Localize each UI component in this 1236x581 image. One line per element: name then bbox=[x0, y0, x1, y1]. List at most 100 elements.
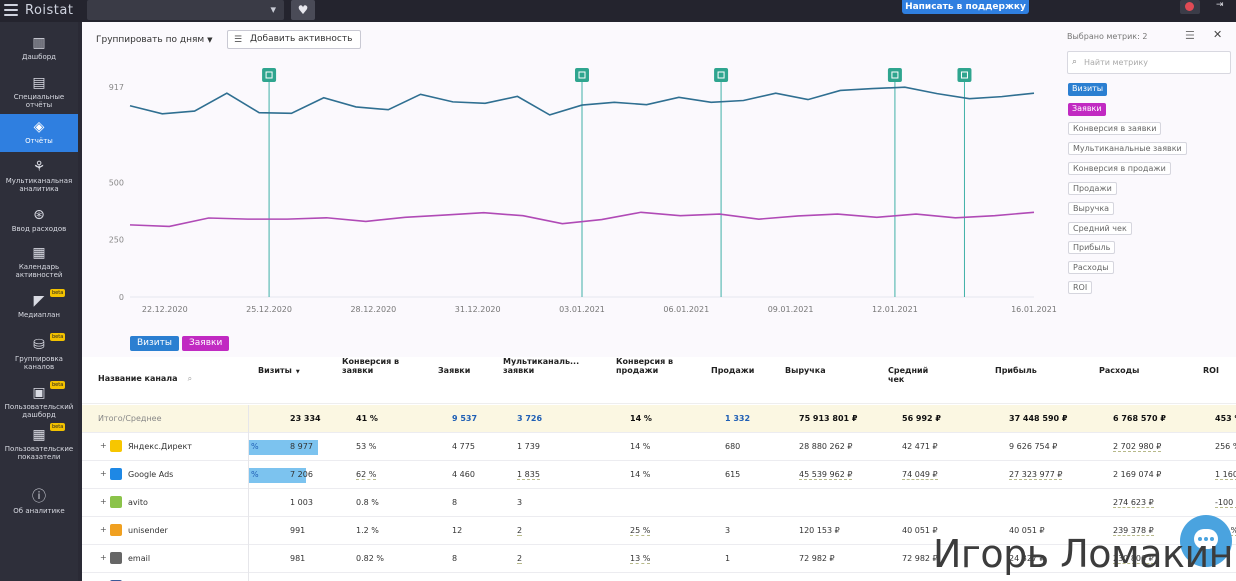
top-bar: Roistat ▾ ♥ Написать в поддержку ⇥ bbox=[0, 0, 1236, 22]
metric-chip[interactable]: Мультиканальные заявки bbox=[1068, 142, 1187, 155]
sidebar-item-1[interactable]: ▥ Дашборд bbox=[0, 30, 78, 66]
sidebar-item-4[interactable]: ⚘ Мультиканальная аналитика bbox=[0, 154, 78, 200]
column-header-label: Продажи bbox=[711, 366, 755, 375]
column-header-10[interactable]: Расходы bbox=[1099, 366, 1161, 375]
table-cell: 62 % bbox=[356, 470, 377, 480]
column-header-8[interactable]: Средний чек bbox=[888, 366, 932, 384]
activity-marker-icon[interactable] bbox=[957, 68, 972, 82]
table-cell: 13 % bbox=[630, 554, 651, 564]
column-header-9[interactable]: Прибыль bbox=[995, 366, 1065, 375]
metrics-search-input[interactable]: ⌕ Найти метрику bbox=[1067, 51, 1231, 74]
table-cell: 1.2 % bbox=[356, 526, 379, 535]
sidebar-item-8[interactable]: ⛁ Группировка каналов beta bbox=[0, 332, 78, 378]
favorite-button[interactable]: ♥ bbox=[291, 0, 315, 20]
metric-chip[interactable]: ROI bbox=[1068, 281, 1093, 294]
close-icon[interactable]: ✕ bbox=[1213, 28, 1223, 41]
table-cell: 27 323 977 ₽ bbox=[1009, 470, 1063, 480]
column-header-label: Заявки bbox=[438, 366, 471, 375]
list-view-icon[interactable]: ☰ bbox=[1185, 29, 1195, 42]
table-cell: 1 835 bbox=[517, 470, 540, 480]
support-button[interactable]: Написать в поддержку bbox=[902, 0, 1029, 14]
sidebar-item-7[interactable]: ◤ Медиаплан beta bbox=[0, 288, 78, 328]
sidebar-item-6[interactable]: ▦ Календарь активностей bbox=[0, 240, 78, 286]
metric-chip[interactable]: Выручка bbox=[1068, 202, 1115, 215]
table-cell: 14 % bbox=[630, 470, 651, 479]
series-toggle-leads[interactable]: Заявки bbox=[182, 336, 230, 351]
table-cell: 53 % bbox=[356, 442, 377, 451]
info-icon: ⓘ bbox=[32, 489, 46, 505]
y-tick-label: 250 bbox=[109, 236, 124, 245]
table-cell: 14 % bbox=[630, 442, 651, 451]
table-row[interactable]: + Яндекс.Директ% 8 977 53 % 4 775 1 739 14 % 68… bbox=[82, 433, 1236, 461]
project-select[interactable]: ▾ bbox=[87, 0, 284, 20]
x-tick-label: 28.12.2020 bbox=[350, 305, 396, 314]
sidebar-item-label: Мультиканальная аналитика bbox=[5, 177, 73, 193]
sidebar-item-label: Группировка каналов bbox=[15, 355, 63, 371]
series-toggle-visits[interactable]: Визиты bbox=[130, 336, 180, 351]
expand-icon[interactable]: + bbox=[100, 441, 107, 450]
column-header-4[interactable]: Мультиканаль... заявки bbox=[503, 357, 583, 375]
channel-name[interactable]: unisender bbox=[128, 526, 168, 535]
activity-marker-icon[interactable] bbox=[887, 68, 902, 82]
group-by-dropdown[interactable]: Группировать по дням ▼ bbox=[96, 35, 213, 45]
x-tick-label: 06.01.2021 bbox=[663, 305, 709, 314]
table-cell: 42 471 ₽ bbox=[902, 442, 938, 451]
table-cell: 453 % bbox=[1215, 414, 1236, 423]
column-header-7[interactable]: Выручка bbox=[785, 366, 855, 375]
channel-name: Итого/Среднее bbox=[98, 414, 162, 423]
expand-icon[interactable]: + bbox=[100, 497, 107, 506]
expand-icon[interactable]: + bbox=[100, 469, 107, 478]
table-cell: 28 880 262 ₽ bbox=[799, 442, 853, 451]
activity-marker-icon[interactable] bbox=[262, 68, 277, 82]
expand-icon[interactable]: + bbox=[100, 553, 107, 562]
channel-name-header[interactable]: Название канала ⌕ bbox=[98, 374, 192, 384]
menu-icon[interactable] bbox=[4, 4, 18, 16]
channel-name-header-label: Название канала bbox=[98, 374, 178, 383]
sort-desc-icon[interactable]: ▼ bbox=[295, 369, 300, 375]
total-row[interactable]: Итого/Среднее 23 334 41 % 9 537 3 726 14 % 1 3… bbox=[82, 405, 1236, 433]
column-header-5[interactable]: Конверсия в продажи bbox=[616, 357, 678, 375]
table-cell: 9 626 754 ₽ bbox=[1009, 442, 1058, 451]
expand-icon[interactable]: + bbox=[100, 525, 107, 534]
sidebar-item-11[interactable]: ⓘ Об аналитике bbox=[0, 484, 78, 518]
metric-chip[interactable]: Продажи bbox=[1068, 182, 1117, 195]
sidebar-item-10[interactable]: ▦ Пользовательские показатели beta bbox=[0, 422, 78, 468]
sidebar-item-2[interactable]: ▤ Специальные отчёты bbox=[0, 70, 78, 112]
table-cell: 1 160 % bbox=[1215, 470, 1236, 480]
column-header-1[interactable]: Визиты ▼ bbox=[258, 366, 318, 377]
metric-chip[interactable]: Расходы bbox=[1068, 261, 1114, 274]
search-icon[interactable]: ⌕ bbox=[187, 374, 193, 383]
metric-chip[interactable]: Средний чек bbox=[1068, 222, 1132, 235]
series-line-visits bbox=[129, 86, 1035, 116]
metric-chip[interactable]: Конверсия в продажи bbox=[1068, 162, 1171, 175]
column-header-2[interactable]: Конверсия в заявки bbox=[342, 357, 404, 375]
sidebar-item-9[interactable]: ▣ Пользовательский дашборд beta bbox=[0, 380, 78, 420]
activity-marker-icon[interactable] bbox=[575, 68, 589, 82]
column-header-6[interactable]: Продажи bbox=[711, 366, 757, 375]
channel-name[interactable]: Яндекс.Директ bbox=[128, 442, 192, 451]
column-header-3[interactable]: Заявки bbox=[438, 366, 488, 375]
metric-chip[interactable]: Заявки bbox=[1068, 103, 1106, 116]
channel-name[interactable]: email bbox=[128, 554, 151, 563]
table-row[interactable]: + Google Ads% 7 206 62 % 4 460 1 835 14 % 615 45… bbox=[82, 461, 1236, 489]
sidebar-item-5[interactable]: ⊛ Ввод расходов bbox=[0, 202, 78, 238]
chat-widget-button[interactable] bbox=[1180, 515, 1232, 567]
sidebar-item-label: Ввод расходов bbox=[11, 225, 67, 233]
table-row[interactable]: + avito 1 003 0.8 % 8 3 274 623 ₽ -100 % bbox=[82, 489, 1236, 517]
channel-name[interactable]: avito bbox=[128, 498, 148, 507]
channel-name[interactable]: Google Ads bbox=[128, 470, 174, 479]
metric-chip[interactable]: Визиты bbox=[1068, 83, 1108, 96]
column-header-11[interactable]: ROI bbox=[1203, 366, 1233, 375]
notifications-button[interactable] bbox=[1180, 0, 1200, 14]
activity-marker-glyph bbox=[717, 71, 725, 79]
main-panel: Группировать по дням ▼ ☰ Добавить активно… bbox=[82, 22, 1236, 581]
sidebar-item-3[interactable]: ◈ Отчёты bbox=[0, 114, 78, 152]
logout-icon[interactable]: ⇥ bbox=[1216, 0, 1224, 10]
metric-chip[interactable]: Прибыль bbox=[1068, 241, 1116, 254]
table-cell: 1 003 bbox=[290, 498, 313, 507]
metric-chip[interactable]: Конверсия в заявки bbox=[1068, 122, 1162, 135]
table-cell: 274 623 ₽ bbox=[1113, 498, 1154, 508]
add-activity-button[interactable]: ☰ Добавить активность bbox=[227, 30, 361, 49]
activity-marker-icon[interactable] bbox=[714, 68, 729, 82]
table-row[interactable]: + email 981 0.82 % 8 2 13 % 1 72 982 ₽ 72 982 ₽ 24… bbox=[82, 545, 1236, 573]
